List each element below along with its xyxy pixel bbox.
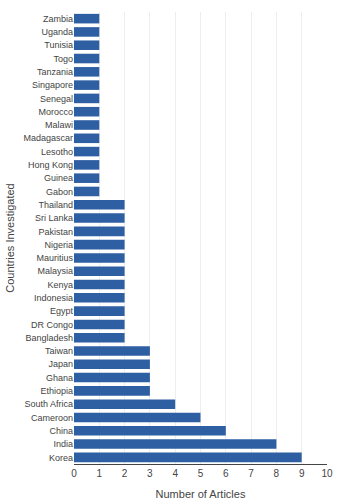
svg-text:Japan: Japan: [48, 359, 73, 369]
svg-text:10: 10: [321, 468, 333, 479]
svg-text:5: 5: [198, 468, 204, 479]
svg-text:South Africa: South Africa: [24, 399, 73, 409]
svg-text:Madagascar: Madagascar: [23, 133, 73, 143]
svg-text:Togo: Togo: [53, 54, 73, 64]
svg-text:9: 9: [299, 468, 305, 479]
svg-text:Gabon: Gabon: [46, 187, 73, 197]
svg-text:DR Congo: DR Congo: [31, 320, 73, 330]
svg-text:0: 0: [71, 468, 77, 479]
svg-text:Singapore: Singapore: [32, 80, 73, 90]
svg-text:Tanzania: Tanzania: [37, 67, 73, 77]
svg-text:Sri Lanka: Sri Lanka: [35, 213, 73, 223]
svg-text:Lesotho: Lesotho: [41, 147, 73, 157]
svg-text:Nigeria: Nigeria: [44, 240, 73, 250]
svg-text:Korea: Korea: [49, 453, 73, 463]
svg-text:7: 7: [248, 468, 254, 479]
svg-text:Egypt: Egypt: [50, 306, 74, 316]
svg-text:8: 8: [274, 468, 280, 479]
svg-text:3: 3: [147, 468, 153, 479]
svg-text:Taiwan: Taiwan: [45, 346, 73, 356]
svg-text:Malaysia: Malaysia: [37, 266, 73, 276]
svg-text:India: India: [53, 439, 73, 449]
svg-text:Mauritius: Mauritius: [36, 253, 73, 263]
svg-text:Indonesia: Indonesia: [34, 293, 73, 303]
svg-text:Hong Kong: Hong Kong: [28, 160, 73, 170]
svg-text:Guinea: Guinea: [44, 173, 73, 183]
svg-text:Thailand: Thailand: [38, 200, 73, 210]
svg-text:Bangladesh: Bangladesh: [25, 333, 73, 343]
svg-text:2: 2: [122, 468, 128, 479]
svg-text:Number of Articles: Number of Articles: [156, 488, 246, 500]
svg-text:Kenya: Kenya: [47, 280, 73, 290]
svg-text:Senegal: Senegal: [40, 94, 73, 104]
svg-text:6: 6: [223, 468, 229, 479]
svg-text:Ethiopia: Ethiopia: [40, 386, 73, 396]
svg-text:Pakistan: Pakistan: [38, 227, 73, 237]
svg-text:Cameroon: Cameroon: [31, 413, 73, 423]
svg-text:Uganda: Uganda: [41, 27, 73, 37]
svg-text:Morocco: Morocco: [38, 107, 73, 117]
svg-text:Ghana: Ghana: [46, 373, 73, 383]
svg-text:Tunisia: Tunisia: [44, 40, 73, 50]
svg-text:Zambia: Zambia: [43, 14, 73, 24]
svg-text:China: China: [49, 426, 73, 436]
svg-text:4: 4: [172, 468, 178, 479]
svg-text:Malawi: Malawi: [45, 120, 73, 130]
svg-text:Countries Investigated: Countries Investigated: [4, 183, 16, 292]
svg-text:1: 1: [97, 468, 103, 479]
